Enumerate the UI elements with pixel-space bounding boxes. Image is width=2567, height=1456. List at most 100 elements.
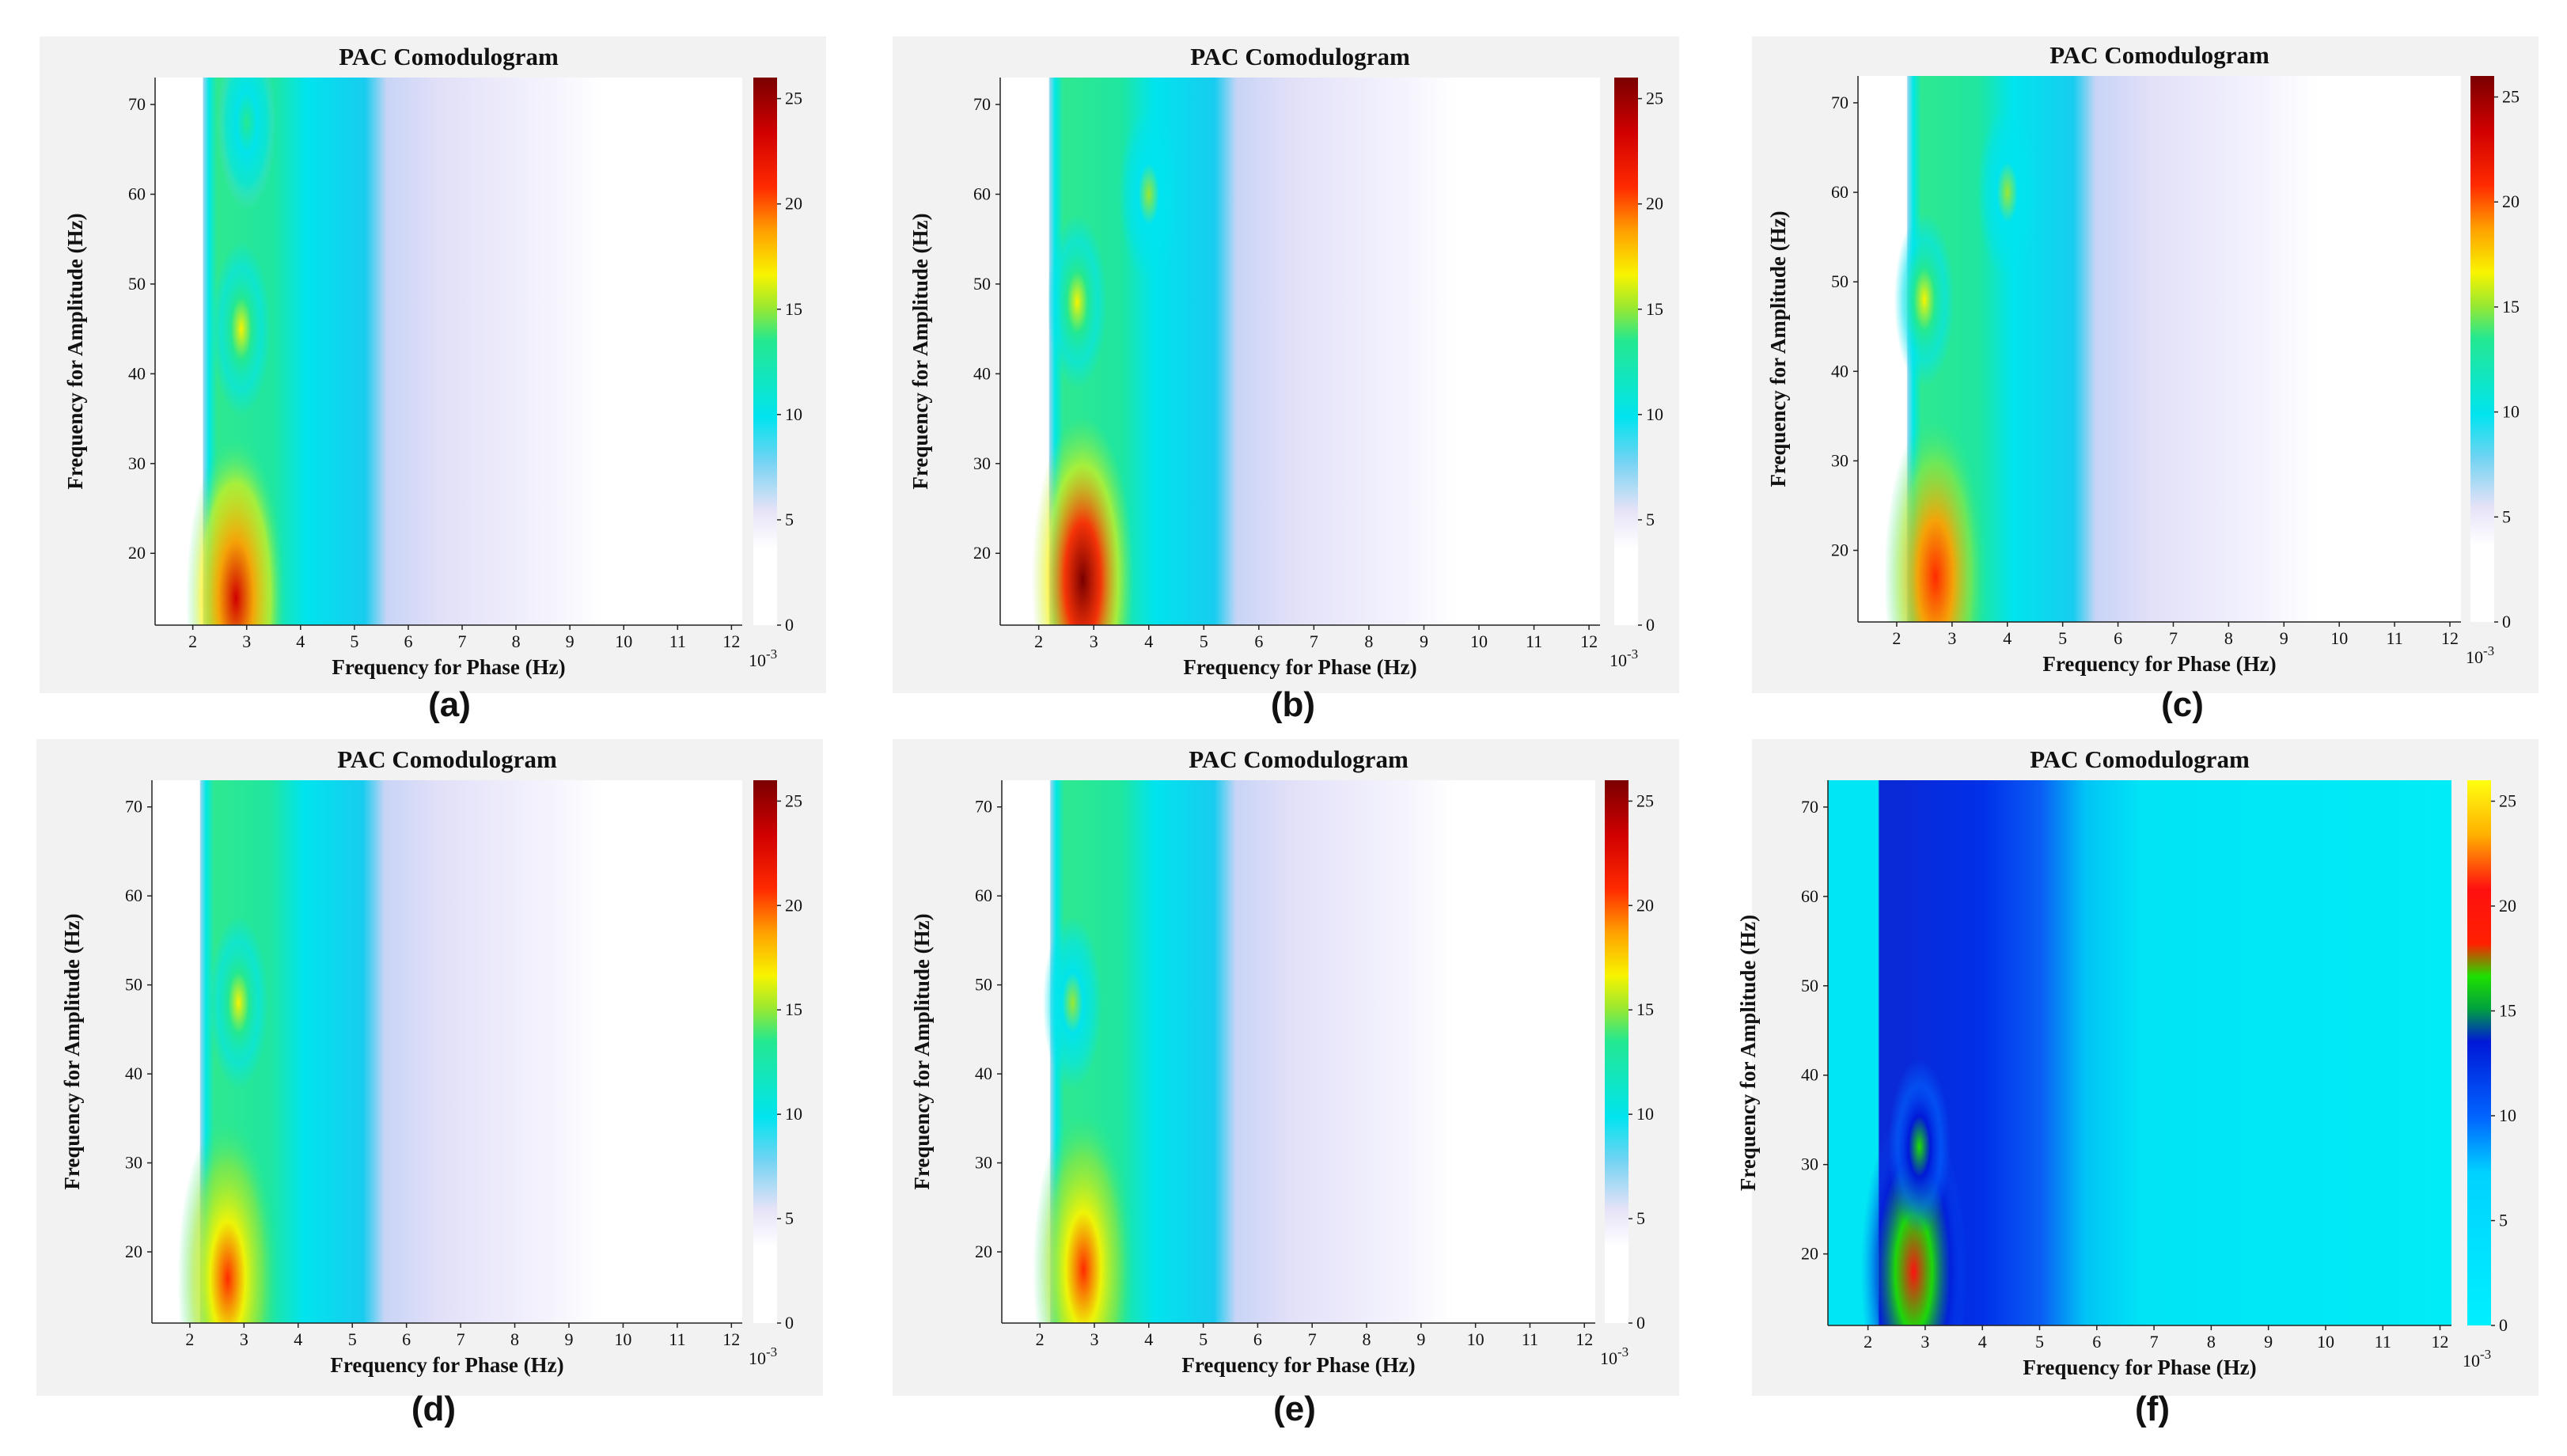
x-tick-label: 12: [1580, 631, 1598, 651]
y-tick-label: 70: [973, 94, 991, 114]
colorbar-tick-label: 10: [785, 1104, 802, 1124]
hotspot-2: [1047, 214, 1108, 390]
chart-title: PAC Comodulogram: [2030, 745, 2250, 773]
x-tick-label: 6: [2092, 1332, 2101, 1352]
y-tick-label: 40: [973, 363, 991, 383]
panel-caption: (d): [411, 1390, 456, 1428]
colorbar-tick-label: 5: [1646, 510, 1655, 529]
y-tick-label: 40: [128, 363, 146, 383]
x-tick-label: 5: [1200, 631, 1208, 651]
colorbar-tick-label: 5: [785, 510, 794, 529]
x-tick-label: 11: [1522, 1329, 1538, 1349]
colorbar-tick-label: 0: [785, 1313, 794, 1333]
y-tick-label: 60: [973, 184, 991, 203]
x-tick-label: 3: [1090, 631, 1098, 651]
colorbar-multiplier: 10-3: [2463, 1347, 2491, 1371]
x-axis-label: Frequency for Phase (Hz): [1181, 1353, 1415, 1377]
hotspot-1: [186, 434, 286, 625]
y-tick-label: 30: [128, 453, 146, 473]
x-axis-label: Frequency for Phase (Hz): [332, 655, 565, 679]
y-tick-label: 70: [1831, 93, 1848, 112]
y-tick-label: 30: [1831, 450, 1848, 470]
y-tick-label: 30: [125, 1153, 142, 1173]
x-tick-label: 4: [1978, 1332, 1987, 1352]
panel-caption: (b): [1271, 685, 1315, 724]
y-tick-label: 50: [975, 975, 992, 995]
colorbar-tick-label: 5: [2499, 1211, 2508, 1230]
y-axis-label: Frequency for Amplitude (Hz): [1736, 915, 1760, 1191]
colorbar-tick-label: 5: [785, 1208, 794, 1228]
y-tick-label: 40: [975, 1064, 992, 1083]
colorbar-tick-label: 15: [785, 999, 802, 1019]
panel-caption: (f): [2135, 1390, 2170, 1428]
x-axis-label: Frequency for Phase (Hz): [2042, 652, 2276, 676]
y-axis-label: Frequency for Amplitude (Hz): [910, 913, 934, 1189]
colorbar-tick-label: 20: [1646, 194, 1663, 214]
colorbar-tick-label: 0: [2502, 612, 2511, 631]
chart-title: PAC Comodulogram: [2049, 41, 2269, 69]
x-tick-label: 5: [348, 1329, 357, 1349]
colorbar: [753, 780, 777, 1323]
colorbar-tick-label: 0: [785, 615, 794, 635]
x-tick-label: 11: [1526, 631, 1542, 651]
hotspot-2: [1042, 916, 1102, 1090]
colorbar-tick-label: 10: [1646, 404, 1663, 424]
x-tick-label: 9: [564, 1329, 573, 1349]
x-tick-label: 3: [240, 1329, 248, 1349]
hotspot-3: [1977, 104, 2038, 280]
y-tick-label: 40: [125, 1064, 142, 1083]
colorbar-tick-label: 15: [1636, 999, 1654, 1019]
x-tick-label: 10: [1470, 631, 1488, 651]
x-tick-label: 7: [1310, 631, 1318, 651]
colorbar: [1605, 780, 1629, 1323]
x-tick-label: 7: [1308, 1329, 1317, 1349]
x-tick-label: 10: [1467, 1329, 1484, 1349]
x-tick-label: 7: [2150, 1332, 2159, 1352]
y-axis-label: Frequency for Amplitude (Hz): [1766, 210, 1790, 487]
y-tick-label: 20: [1801, 1244, 1818, 1264]
hotspot-2: [211, 241, 271, 417]
x-tick-label: 5: [1199, 1329, 1208, 1349]
x-tick-label: 6: [1254, 631, 1263, 651]
x-tick-label: 9: [2264, 1332, 2273, 1352]
y-tick-label: 50: [128, 274, 146, 294]
y-tick-label: 60: [975, 885, 992, 905]
x-tick-label: 12: [1575, 1329, 1593, 1349]
x-tick-label: 2: [1892, 628, 1901, 648]
colorbar-multiplier: 10-3: [2466, 643, 2494, 667]
y-tick-label: 70: [975, 797, 992, 817]
y-tick-label: 30: [973, 453, 991, 473]
y-axis-label: Frequency for Amplitude (Hz): [63, 213, 87, 489]
x-tick-label: 12: [722, 631, 740, 651]
chart-title: PAC Comodulogram: [339, 43, 559, 70]
x-tick-label: 11: [2375, 1332, 2391, 1352]
x-tick-label: 11: [2387, 628, 2403, 648]
x-tick-label: 4: [294, 1329, 302, 1349]
colorbar: [753, 78, 777, 625]
colorbar-tick-label: 0: [1646, 615, 1655, 635]
x-tick-label: 3: [1947, 628, 1956, 648]
panel-caption: (c): [2161, 685, 2204, 724]
x-tick-label: 2: [1864, 1332, 1872, 1352]
colorbar-tick-label: 25: [2499, 791, 2516, 811]
x-tick-label: 8: [1363, 1329, 1371, 1349]
y-tick-label: 20: [973, 543, 991, 563]
x-tick-label: 12: [2441, 628, 2459, 648]
colorbar-multiplier: 10-3: [749, 1344, 777, 1368]
x-tick-label: 4: [1144, 631, 1153, 651]
panel-caption: (e): [1273, 1390, 1316, 1428]
x-tick-label: 10: [615, 631, 632, 651]
heatmap-hotspots: [186, 78, 286, 625]
y-tick-label: 50: [1831, 271, 1848, 291]
x-tick-label: 3: [242, 631, 251, 651]
x-tick-label: 5: [2058, 628, 2067, 648]
x-tick-label: 11: [669, 631, 686, 651]
y-tick-label: 50: [125, 975, 142, 995]
x-tick-label: 10: [2317, 1332, 2334, 1352]
y-tick-label: 60: [128, 184, 146, 203]
y-tick-label: 30: [975, 1153, 992, 1173]
